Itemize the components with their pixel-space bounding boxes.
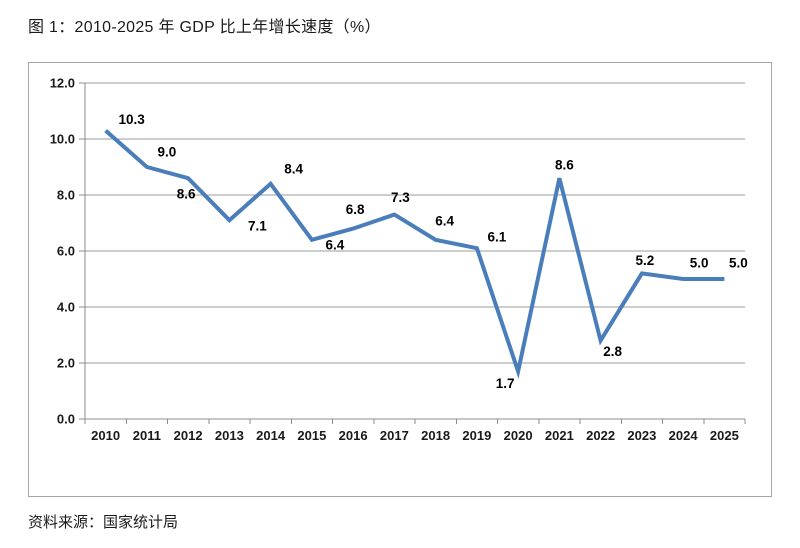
svg-text:5.0: 5.0: [690, 256, 709, 271]
svg-text:0.0: 0.0: [57, 412, 75, 427]
svg-text:2.8: 2.8: [603, 344, 622, 359]
svg-text:2013: 2013: [215, 428, 244, 443]
svg-text:2015: 2015: [297, 428, 326, 443]
y-axis-labels: 0.0 2.0 4.0 6.0 8.0 10.0 12.0: [50, 76, 75, 427]
svg-text:10.3: 10.3: [118, 112, 145, 127]
gridlines: [85, 82, 745, 364]
svg-text:2024: 2024: [669, 428, 699, 443]
x-axis-labels: 2010 2011 2012 2013 2014 2015 2016 2017 2018 2019…: [91, 428, 739, 443]
chart-frame: 0.0 2.0 4.0 6.0 8.0 10.0 12.0 2010 2011 2012 2013 2…: [28, 62, 772, 497]
svg-text:2017: 2017: [380, 428, 409, 443]
svg-text:2010: 2010: [91, 428, 120, 443]
figure-title: 图 1：2010-2025 年 GDP 比上年增长速度（%）: [28, 19, 381, 36]
svg-text:2016: 2016: [339, 428, 368, 443]
svg-text:2014: 2014: [256, 428, 286, 443]
svg-text:2023: 2023: [627, 428, 656, 443]
svg-text:2022: 2022: [586, 428, 615, 443]
axis-ticks: [79, 82, 746, 424]
svg-text:2011: 2011: [133, 428, 161, 443]
svg-text:1.7: 1.7: [496, 376, 515, 391]
svg-text:5.0: 5.0: [729, 256, 748, 271]
svg-text:8.6: 8.6: [177, 187, 196, 202]
svg-text:6.1: 6.1: [487, 230, 506, 245]
svg-text:7.1: 7.1: [248, 219, 267, 234]
svg-text:6.4: 6.4: [325, 237, 344, 252]
svg-text:5.2: 5.2: [635, 253, 654, 268]
svg-text:9.0: 9.0: [157, 145, 176, 160]
source-note: 资料来源：国家统计局: [28, 514, 179, 531]
svg-text:4.0: 4.0: [57, 300, 75, 315]
data-labels: 10.3 9.0 8.6 7.1 8.4 6.4 6.8 7.3 6.4 6.1 1.7 8.6 2.8…: [118, 112, 747, 391]
svg-text:6.4: 6.4: [435, 213, 454, 228]
svg-text:10.0: 10.0: [50, 132, 75, 147]
svg-text:2025: 2025: [710, 428, 739, 443]
svg-text:2.0: 2.0: [57, 356, 75, 371]
gdp-growth-line: [104, 129, 725, 379]
svg-text:2020: 2020: [504, 428, 533, 443]
svg-text:8.4: 8.4: [284, 161, 303, 176]
svg-text:6.0: 6.0: [57, 244, 75, 259]
svg-text:2012: 2012: [174, 428, 203, 443]
svg-text:2018: 2018: [421, 428, 450, 443]
svg-text:8.0: 8.0: [57, 188, 75, 203]
svg-text:6.8: 6.8: [346, 202, 365, 217]
svg-text:2019: 2019: [462, 428, 491, 443]
svg-text:2021: 2021: [545, 428, 574, 443]
svg-text:8.6: 8.6: [555, 158, 574, 173]
svg-text:7.3: 7.3: [391, 190, 410, 205]
svg-text:12.0: 12.0: [50, 76, 75, 91]
